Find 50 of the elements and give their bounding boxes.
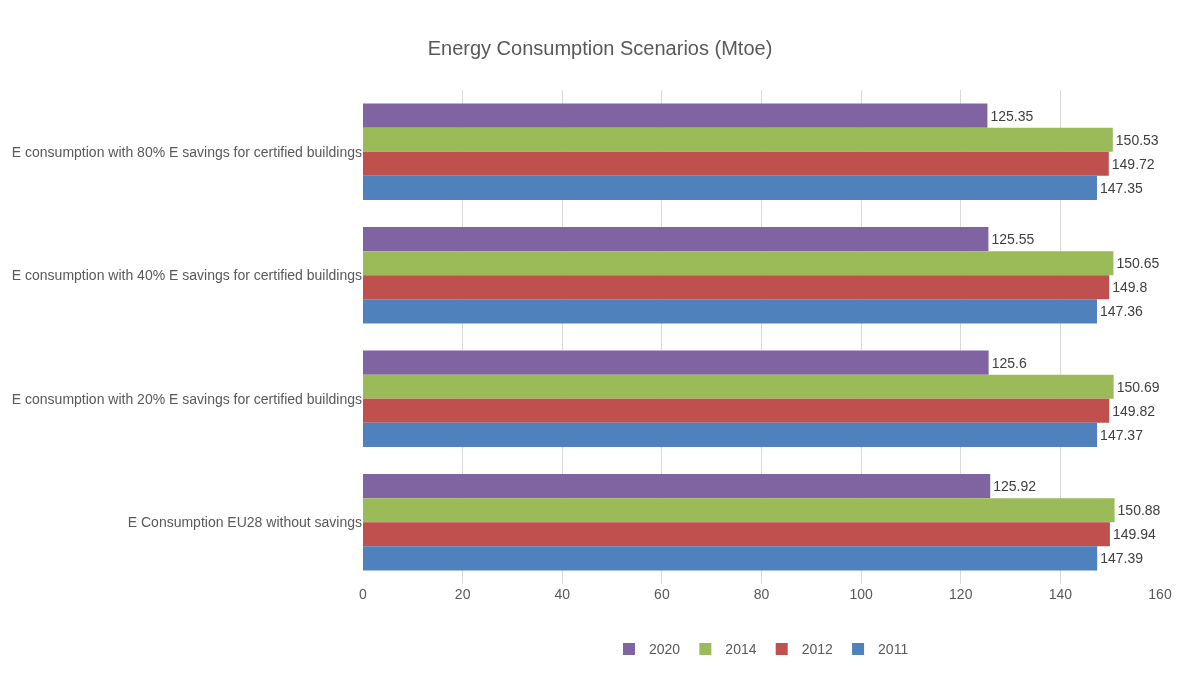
bar (363, 227, 989, 252)
data-label: 125.6 (991, 354, 1027, 371)
data-label: 149.94 (1112, 526, 1156, 543)
bar (363, 474, 991, 499)
legend-label: 2011 (878, 641, 909, 658)
bar (363, 546, 1098, 571)
bar (363, 498, 1115, 523)
bar (363, 151, 1109, 176)
x-tick-label: 40 (554, 586, 571, 602)
data-label: 125.55 (991, 231, 1035, 248)
data-label: 125.35 (990, 107, 1034, 124)
data-label: 150.65 (1116, 255, 1160, 272)
legend-label: 2020 (649, 641, 681, 658)
x-tick-label: 80 (753, 586, 770, 602)
x-tick-label: 160 (1148, 586, 1172, 602)
data-label: 125.92 (993, 478, 1037, 495)
y-tick-label: E Consumption EU28 without savings (127, 514, 362, 531)
x-tick-label: 60 (654, 586, 670, 602)
legend-label: 2012 (801, 641, 834, 658)
data-label: 147.37 (1100, 426, 1144, 443)
chart-title: Energy Consumption Scenarios (Mtoe) (427, 36, 773, 59)
data-label: 147.39 (1100, 550, 1144, 567)
x-tick-label: 120 (949, 586, 973, 602)
bar (363, 127, 1113, 152)
data-label: 150.69 (1116, 378, 1160, 395)
bar (363, 275, 1110, 300)
bar (363, 522, 1110, 547)
bar (363, 398, 1110, 423)
data-label: 150.88 (1117, 502, 1161, 519)
x-tick-label: 20 (454, 586, 471, 602)
bar (363, 175, 1097, 200)
bar (363, 422, 1098, 447)
data-label: 149.8 (1112, 279, 1148, 296)
x-tick-label: 0 (359, 586, 368, 602)
data-label: 149.72 (1111, 155, 1155, 172)
bar (363, 299, 1098, 324)
x-tick-label: 140 (1048, 586, 1073, 602)
bar (363, 251, 1114, 276)
data-label: 147.36 (1100, 303, 1144, 320)
bar (363, 350, 989, 375)
bar (363, 374, 1114, 399)
data-label: 149.82 (1112, 402, 1156, 419)
legend-label: 2014 (725, 641, 757, 658)
y-tick-label: E consumption with 80% E savings for certified buildings (11, 143, 362, 160)
data-label: 150.53 (1115, 131, 1159, 148)
y-tick-label: E consumption with 40% E savings for certified buildings (11, 267, 362, 284)
y-tick-label: E consumption with 20% E savings for certified buildings (11, 390, 362, 407)
bar (363, 103, 988, 128)
x-tick-label: 100 (849, 586, 874, 602)
data-label: 147.35 (1099, 179, 1144, 196)
